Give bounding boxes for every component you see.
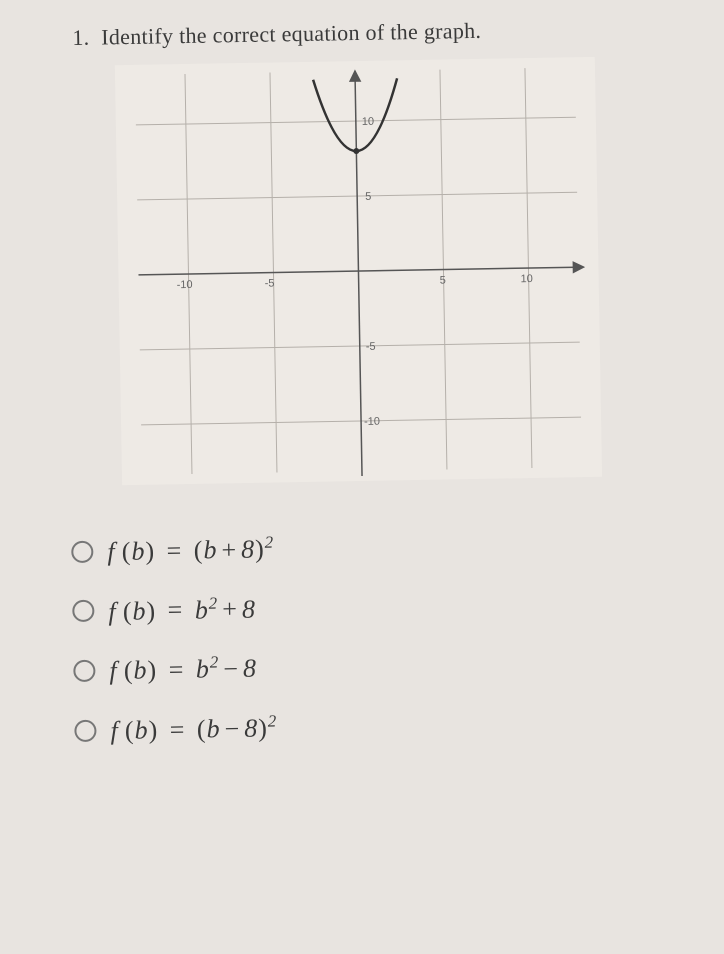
answer-options: f (b) = (b+8)2 f (b) = b2+8 f (b) = b2−8… [71,525,709,747]
option-c[interactable]: f (b) = b2−8 [73,644,707,687]
option-c-formula: f (b) = b2−8 [109,652,257,686]
ytick-neg10: -10 [364,416,380,428]
graph-container: -10 -5 5 10 10 5 -5 -10 [115,57,602,485]
xtick-neg5: -5 [265,277,275,289]
radio-icon[interactable] [74,719,96,741]
option-d-formula: f (b) = (b−8)2 [110,711,277,746]
vertex-point [353,148,359,154]
option-d[interactable]: f (b) = (b−8)2 [74,704,708,747]
question-header: 1. Identify the correct equation of the … [72,14,696,51]
xtick-pos5: 5 [440,275,446,287]
option-a[interactable]: f (b) = (b+8)2 [71,525,705,568]
axis-labels: -10 -5 5 10 10 5 -5 -10 [174,113,536,431]
radio-icon[interactable] [73,660,95,682]
ytick-neg5: -5 [366,341,376,353]
xtick-neg10: -10 [177,279,193,291]
radio-icon[interactable] [71,541,93,563]
radio-icon[interactable] [72,600,94,622]
ytick-pos10: 10 [362,116,374,128]
question-number: 1. [72,25,90,51]
xtick-pos10: 10 [521,273,533,285]
coordinate-graph: -10 -5 5 10 10 5 -5 -10 [115,57,602,485]
option-b[interactable]: f (b) = b2+8 [72,585,706,628]
option-a-formula: f (b) = (b+8)2 [107,533,274,568]
question-text: Identify the correct equation of the gra… [101,18,481,50]
ytick-pos5: 5 [365,191,371,203]
option-b-formula: f (b) = b2+8 [108,593,256,627]
